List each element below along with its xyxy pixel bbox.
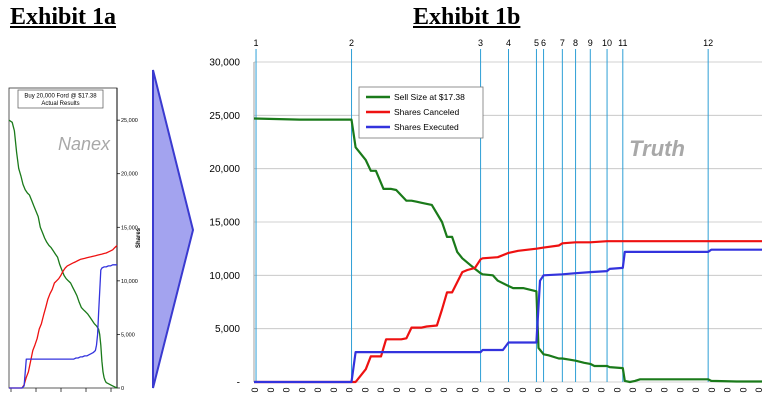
nanex-y-tick-label: 15,000 [121, 225, 138, 231]
legend-label-sell: Sell Size at $17.38 [394, 92, 465, 102]
truth-x-tick-label: 0 [408, 387, 418, 392]
truth-legend: Sell Size at $17.38 Shares Canceled Shares… [358, 86, 484, 139]
truth-x-tick-label: 0 [644, 387, 654, 392]
truth-x-tick-label: 0 [471, 387, 481, 392]
event-label-1: 1 [254, 38, 259, 48]
nanex-y-tick-label: 25,000 [121, 118, 138, 124]
truth-x-tick-label: 0 [549, 387, 559, 392]
truth-x-tick-label: 0 [691, 387, 701, 392]
truth-x-tick-label: 0 [597, 387, 607, 392]
truth-x-tick-label: 0 [266, 387, 276, 392]
nanex-series-sell [8, 119, 118, 389]
truth-y-tick-label: 15,000 [209, 218, 240, 229]
event-label-10: 10 [602, 38, 612, 48]
truth-x-tick-label: 0 [675, 387, 685, 392]
truth-series-executed [254, 248, 762, 384]
truth-x-tick-label: 0 [738, 387, 748, 392]
truth-series-sell [253, 117, 762, 384]
event-label-8: 8 [573, 38, 578, 48]
event-label-11: 11 [618, 38, 627, 48]
nanex-series-executed [9, 264, 117, 389]
event-label-12: 12 [703, 38, 713, 48]
nanex-box-subtitle: Actual Results [41, 101, 79, 107]
legend-label-executed: Shares Executed [394, 122, 459, 132]
nanex-y-tick-label: 20,000 [121, 172, 138, 178]
truth-x-tick-label: 0 [754, 387, 764, 392]
truth-x-tick-label: 0 [392, 387, 402, 392]
truth-y-tick-label: 5,000 [215, 324, 240, 335]
truth-x-tick-label: 0 [297, 387, 307, 392]
truth-x-tick-label: 0 [707, 387, 717, 392]
truth-x-tick-label: 0 [628, 387, 638, 392]
truth-x-tick-label: 0 [282, 387, 292, 392]
nanex-chart: 0 5,000 10,000 15,000 20,000 25,000 Shares Buy … [8, 87, 142, 392]
truth-x-tick-label: 0 [502, 387, 512, 392]
truth-y-tick-label: 20,000 [209, 164, 240, 175]
nanex-title-box [17, 89, 104, 109]
nanex-plot-area [8, 87, 118, 389]
nanex-y-tick-label: 5,000 [121, 332, 135, 338]
truth-x-tick-label: 0 [423, 387, 433, 392]
truth-x-tick-label: 0 [455, 387, 465, 392]
event-label-4: 4 [506, 38, 511, 48]
event-label-5: 5 [534, 38, 539, 48]
arrow-icon [152, 69, 195, 389]
truth-series-canceled [254, 240, 762, 384]
truth-x-tick-label: 0 [360, 387, 370, 392]
truth-watermark: Truth [629, 136, 685, 161]
event-label-2: 2 [349, 38, 354, 48]
truth-x-tick-label: 0 [565, 387, 575, 392]
exhibit-1a-title: Exhibit 1a [10, 4, 117, 30]
nanex-watermark: Nanex [58, 134, 111, 154]
truth-x-tick-label: 0 [486, 387, 496, 392]
truth-x-tick-label: 0 [723, 387, 733, 392]
truth-x-tick-label: 0 [313, 387, 323, 392]
event-label-7: 7 [560, 38, 565, 48]
nanex-box-title: Buy 20,000 Ford @ $17.38 [24, 94, 97, 100]
nanex-y-axis-label: Shares [136, 227, 142, 248]
nanex-y-tick-label: 10,000 [121, 279, 138, 285]
truth-x-tick-label: 0 [345, 387, 355, 392]
event-label-3: 3 [478, 38, 483, 48]
truth-x-tick-label: 0 [376, 387, 386, 392]
event-label-9: 9 [588, 38, 593, 48]
truth-x-tick-label: 0 [581, 387, 591, 392]
truth-x-tick-label: 0 [439, 387, 449, 392]
truth-x-tick-label: 0 [534, 387, 544, 392]
event-label-6: 6 [541, 38, 546, 48]
legend-label-canceled: Shares Canceled [394, 107, 459, 117]
truth-y-tick-label: 10,000 [209, 271, 240, 282]
comparison-arrow [152, 69, 195, 389]
truth-y-tick-label: 25,000 [209, 111, 240, 122]
nanex-y-tick-label: 0 [121, 386, 124, 392]
truth-x-tick-label: 0 [329, 387, 339, 392]
truth-x-tick-label: 0 [660, 387, 670, 392]
truth-x-tick-label: 0 [612, 387, 622, 392]
truth-y-tick-label: - [237, 378, 240, 389]
truth-x-tick-label: 0 [250, 387, 260, 392]
truth-y-tick-label: 30,000 [209, 58, 240, 69]
nanex-series-canceled [9, 245, 118, 389]
exhibit-1b-title: Exhibit 1b [413, 4, 521, 30]
truth-x-tick-label: 0 [518, 387, 528, 392]
